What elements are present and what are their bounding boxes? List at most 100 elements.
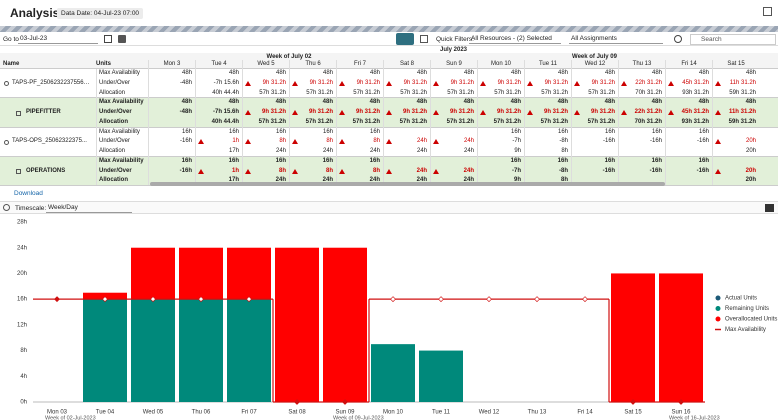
week-header: Week of July 09 bbox=[572, 54, 617, 60]
cell: 24h bbox=[336, 176, 383, 185]
y-tick-label: 16h bbox=[17, 297, 27, 303]
bar bbox=[83, 299, 127, 402]
x-tick-label: Tue 11 bbox=[432, 410, 451, 416]
cell: 48h bbox=[289, 69, 336, 79]
print-button[interactable] bbox=[118, 35, 126, 43]
cell: 16h bbox=[289, 127, 336, 138]
warning-icon bbox=[527, 110, 533, 115]
name-header: Name bbox=[3, 61, 20, 67]
search-box[interactable]: Search bbox=[690, 34, 776, 45]
cell: 1h bbox=[195, 137, 242, 147]
cell: 16h bbox=[665, 127, 712, 138]
day-header: Thu 6 bbox=[289, 60, 336, 69]
cell: 48h bbox=[148, 98, 195, 108]
cell bbox=[665, 147, 712, 157]
calendar-button[interactable] bbox=[104, 35, 112, 43]
cell: 9h 31.2h bbox=[289, 108, 336, 118]
x-tick-label: Sat 08 bbox=[288, 410, 306, 416]
collapse-button[interactable] bbox=[3, 204, 10, 211]
cell: 24h bbox=[383, 147, 430, 157]
chart-toggle[interactable] bbox=[396, 33, 414, 45]
cell: 48h bbox=[336, 69, 383, 79]
cell: 16h bbox=[336, 127, 383, 138]
group-icon[interactable] bbox=[16, 110, 21, 116]
cell: 16h bbox=[618, 156, 665, 167]
warning-icon bbox=[339, 168, 345, 174]
bar bbox=[179, 299, 223, 402]
cell bbox=[618, 176, 665, 185]
cell: 16h bbox=[524, 156, 571, 167]
cell: 57h 31.2h bbox=[242, 88, 289, 99]
x-tick-label: Sun 16 bbox=[671, 410, 691, 416]
cell: -48h bbox=[148, 108, 195, 118]
warning-icon bbox=[574, 80, 580, 86]
warning-icon bbox=[480, 80, 486, 86]
cell: 24h bbox=[430, 166, 477, 177]
bar bbox=[659, 273, 703, 402]
download-link[interactable]: Download bbox=[14, 190, 43, 197]
chart-settings[interactable] bbox=[765, 204, 774, 212]
collapse-icon[interactable] bbox=[4, 139, 9, 145]
warning-icon bbox=[198, 168, 204, 174]
cell: 8h bbox=[289, 166, 336, 177]
date-input[interactable]: 03-Jul-23 bbox=[18, 34, 98, 44]
group-icon[interactable] bbox=[16, 169, 21, 174]
group-name: OPERATIONS bbox=[26, 167, 66, 174]
day-header: Wed 5 bbox=[242, 60, 289, 69]
cell: 48h bbox=[524, 69, 571, 79]
cell: 20h bbox=[712, 137, 759, 147]
settings-button[interactable] bbox=[674, 35, 682, 43]
assignment-filter[interactable]: All Assignments bbox=[569, 34, 663, 44]
group-name: PIPEFITTER bbox=[26, 109, 61, 115]
cell: -16h bbox=[618, 166, 665, 177]
grid-scrollbar[interactable] bbox=[150, 182, 665, 186]
cell: 48h bbox=[665, 69, 712, 79]
cell bbox=[712, 127, 759, 138]
cell bbox=[665, 176, 712, 185]
availability-marker bbox=[630, 399, 636, 405]
bar bbox=[611, 273, 655, 402]
cell: -16h bbox=[665, 137, 712, 147]
cell: -8h bbox=[524, 166, 571, 177]
resource-filter[interactable]: All Resources - (2) Selected bbox=[469, 34, 561, 44]
x-tick-label: Wed 12 bbox=[479, 410, 500, 416]
availability-marker bbox=[438, 296, 444, 303]
legend-swatch bbox=[715, 306, 721, 311]
go-to-label: Go to bbox=[3, 36, 19, 43]
cell: 16h bbox=[618, 127, 665, 138]
cell: 57h 31.2h bbox=[242, 117, 289, 128]
warning-icon bbox=[245, 168, 251, 174]
metric-label: Allocation bbox=[96, 88, 148, 99]
page-title: Analysis bbox=[10, 6, 60, 20]
cell: 48h bbox=[336, 98, 383, 108]
quick-filters-label: Quick Filters: bbox=[436, 36, 474, 43]
table-toggle[interactable] bbox=[420, 35, 428, 43]
availability-marker bbox=[390, 296, 396, 303]
cell: 9h 31.2h bbox=[430, 108, 477, 118]
warning-icon bbox=[433, 80, 439, 86]
maximize-button[interactable] bbox=[763, 7, 772, 16]
cell: 57h 31.2h bbox=[289, 88, 336, 99]
cell bbox=[383, 156, 430, 167]
cell: 9h bbox=[477, 176, 524, 185]
cell: 48h bbox=[618, 98, 665, 108]
warning-icon bbox=[621, 80, 627, 86]
timescale-select[interactable]: Week/Day bbox=[46, 203, 132, 213]
cell bbox=[148, 88, 195, 99]
warning-icon bbox=[715, 80, 721, 86]
cell: 48h bbox=[477, 98, 524, 108]
collapse-icon[interactable] bbox=[4, 81, 9, 87]
cell: 11h 31.2h bbox=[712, 78, 759, 89]
cell: 45h 31.2h bbox=[665, 78, 712, 89]
cell: 57h 31.2h bbox=[289, 117, 336, 128]
cell: 16h bbox=[477, 127, 524, 138]
cell: 16h bbox=[665, 156, 712, 167]
chart: 0h 4h 8h 12h 16h 20h 24h 28h Mon 03 Tue 04 Wed 05 T… bbox=[17, 220, 777, 420]
cell: 16h bbox=[148, 127, 195, 138]
y-tick-label: 0h bbox=[20, 400, 27, 406]
y-tick-label: 4h bbox=[20, 374, 27, 380]
bar bbox=[131, 299, 175, 402]
cell: 9h 31.2h bbox=[524, 78, 571, 89]
warning-icon bbox=[621, 110, 627, 115]
